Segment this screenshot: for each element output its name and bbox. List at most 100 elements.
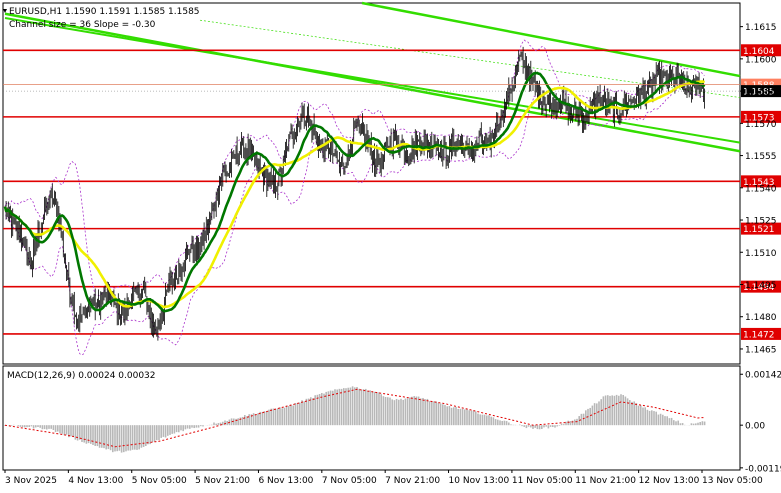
macd-histogram-bar [620, 394, 622, 425]
macd-histogram-bar [145, 425, 147, 446]
macd-histogram-bar [548, 425, 550, 428]
y-tick-label: 1.1465 [745, 345, 777, 355]
macd-histogram-bar [299, 403, 301, 426]
macd-histogram-bar [653, 411, 655, 425]
macd-histogram-bar [325, 392, 327, 425]
macd-histogram-bar [453, 407, 455, 425]
macd-histogram-bar [488, 415, 490, 425]
macd-histogram-bar [508, 423, 510, 426]
macd-histogram-bar [468, 410, 470, 425]
macd-histogram-bar [171, 425, 173, 434]
macd-histogram-bar [182, 425, 184, 431]
macd-histogram-bar [160, 425, 162, 438]
macd-histogram-bar [486, 415, 488, 425]
macd-histogram-bar [114, 425, 116, 451]
macd-histogram-bar [306, 399, 308, 425]
macd-histogram-bar [655, 412, 657, 425]
macd-histogram-bar [279, 407, 281, 425]
macd-histogram-bar [101, 425, 103, 448]
x-tick-label: 7 Nov 05:00 [322, 476, 377, 486]
macd-histogram-bar [273, 409, 275, 426]
macd-histogram-bar [394, 400, 396, 425]
macd-histogram-bar [561, 424, 563, 426]
macd-histogram-bar [435, 402, 437, 426]
macd-histogram-bar [42, 425, 44, 429]
macd-histogram-bar [292, 405, 294, 425]
macd-histogram-bar [391, 399, 393, 425]
macd-histogram-bar [343, 388, 345, 425]
macd-histogram-bar [440, 403, 442, 425]
macd-histogram-bar [26, 425, 28, 427]
macd-histogram-bar [570, 421, 572, 425]
macd-histogram-bar [411, 397, 413, 425]
macd-histogram-bar [31, 425, 33, 426]
macd-histogram-bar [662, 415, 664, 425]
macd-histogram-bar [574, 419, 576, 425]
macd-histogram-bar [28, 425, 30, 427]
macd-histogram-bar [55, 425, 57, 432]
macd-histogram-bar [550, 425, 552, 427]
macd-histogram-bar [339, 389, 341, 425]
macd-histogram-bar [48, 425, 50, 429]
macd-histogram-bar [361, 389, 363, 425]
y-tick-label: 1.1570 [745, 120, 777, 130]
macd-histogram-bar [284, 408, 286, 425]
macd-y-tick-label: 0.00142 [745, 371, 781, 381]
macd-histogram-bar [123, 425, 125, 452]
macd-histogram-bar [97, 425, 99, 446]
macd-histogram-bar [237, 418, 239, 425]
macd-histogram-bar [358, 389, 360, 425]
y-tick-label: 1.1510 [745, 249, 777, 259]
macd-histogram-bar [72, 425, 74, 437]
macd-histogram-bar [257, 413, 259, 425]
macd-histogram-bar [642, 408, 644, 426]
macd-histogram-bar [462, 409, 464, 425]
macd-histogram-bar [64, 425, 66, 435]
level-label: 1.1472 [743, 330, 775, 340]
macd-histogram-bar [572, 421, 574, 426]
macd-histogram-bar [70, 425, 72, 436]
macd-histogram-bar [479, 414, 481, 425]
macd-histogram-bar [20, 425, 22, 427]
y-tick-label: 1.1525 [745, 217, 777, 227]
macd-histogram-bar [380, 394, 382, 425]
macd-histogram-bar [532, 425, 534, 429]
macd-histogram-bar [356, 387, 358, 425]
macd-histogram-bar [369, 390, 371, 425]
x-tick-label: 13 Nov 05:00 [702, 476, 763, 486]
level-label: 1.1521 [743, 225, 775, 235]
macd-histogram-bar [444, 405, 446, 425]
macd-histogram-bar [99, 425, 101, 448]
macd-histogram-bar [363, 389, 365, 425]
macd-histogram-bar [420, 398, 422, 425]
macd-histogram-bar [44, 425, 46, 429]
macd-histogram-bar [310, 397, 312, 425]
macd-histogram-bar [431, 401, 433, 425]
macd-histogram-bar [180, 425, 182, 430]
macd-histogram-bar [611, 395, 613, 425]
macd-histogram-bar [297, 403, 299, 425]
macd-histogram-bar [416, 396, 418, 425]
y-tick-label: 1.1585 [745, 88, 777, 98]
macd-histogram-bar [603, 396, 605, 425]
y-tick-label: 1.1615 [745, 23, 777, 33]
macd-histogram-bar [383, 396, 385, 425]
macd-histogram-bar [46, 425, 48, 429]
macd-histogram-bar [697, 423, 699, 425]
macd-histogram-bar [622, 395, 624, 425]
macd-histogram-bar [176, 425, 178, 432]
macd-histogram-bar [365, 389, 367, 425]
macd-histogram-bar [86, 425, 88, 444]
x-tick-label: 7 Nov 21:00 [385, 476, 440, 486]
macd-histogram-bar [156, 425, 158, 440]
y-tick-label: 1.1555 [745, 152, 777, 162]
macd-histogram-bar [556, 425, 558, 426]
macd-histogram-bar [92, 425, 94, 445]
macd-histogram-bar [378, 392, 380, 425]
macd-histogram-bar [647, 410, 649, 425]
macd-histogram-bar [215, 424, 217, 426]
macd-histogram-bar [191, 425, 193, 427]
macd-histogram-bar [376, 392, 378, 425]
macd-histogram-bar [226, 421, 228, 425]
macd-histogram-bar [640, 405, 642, 425]
